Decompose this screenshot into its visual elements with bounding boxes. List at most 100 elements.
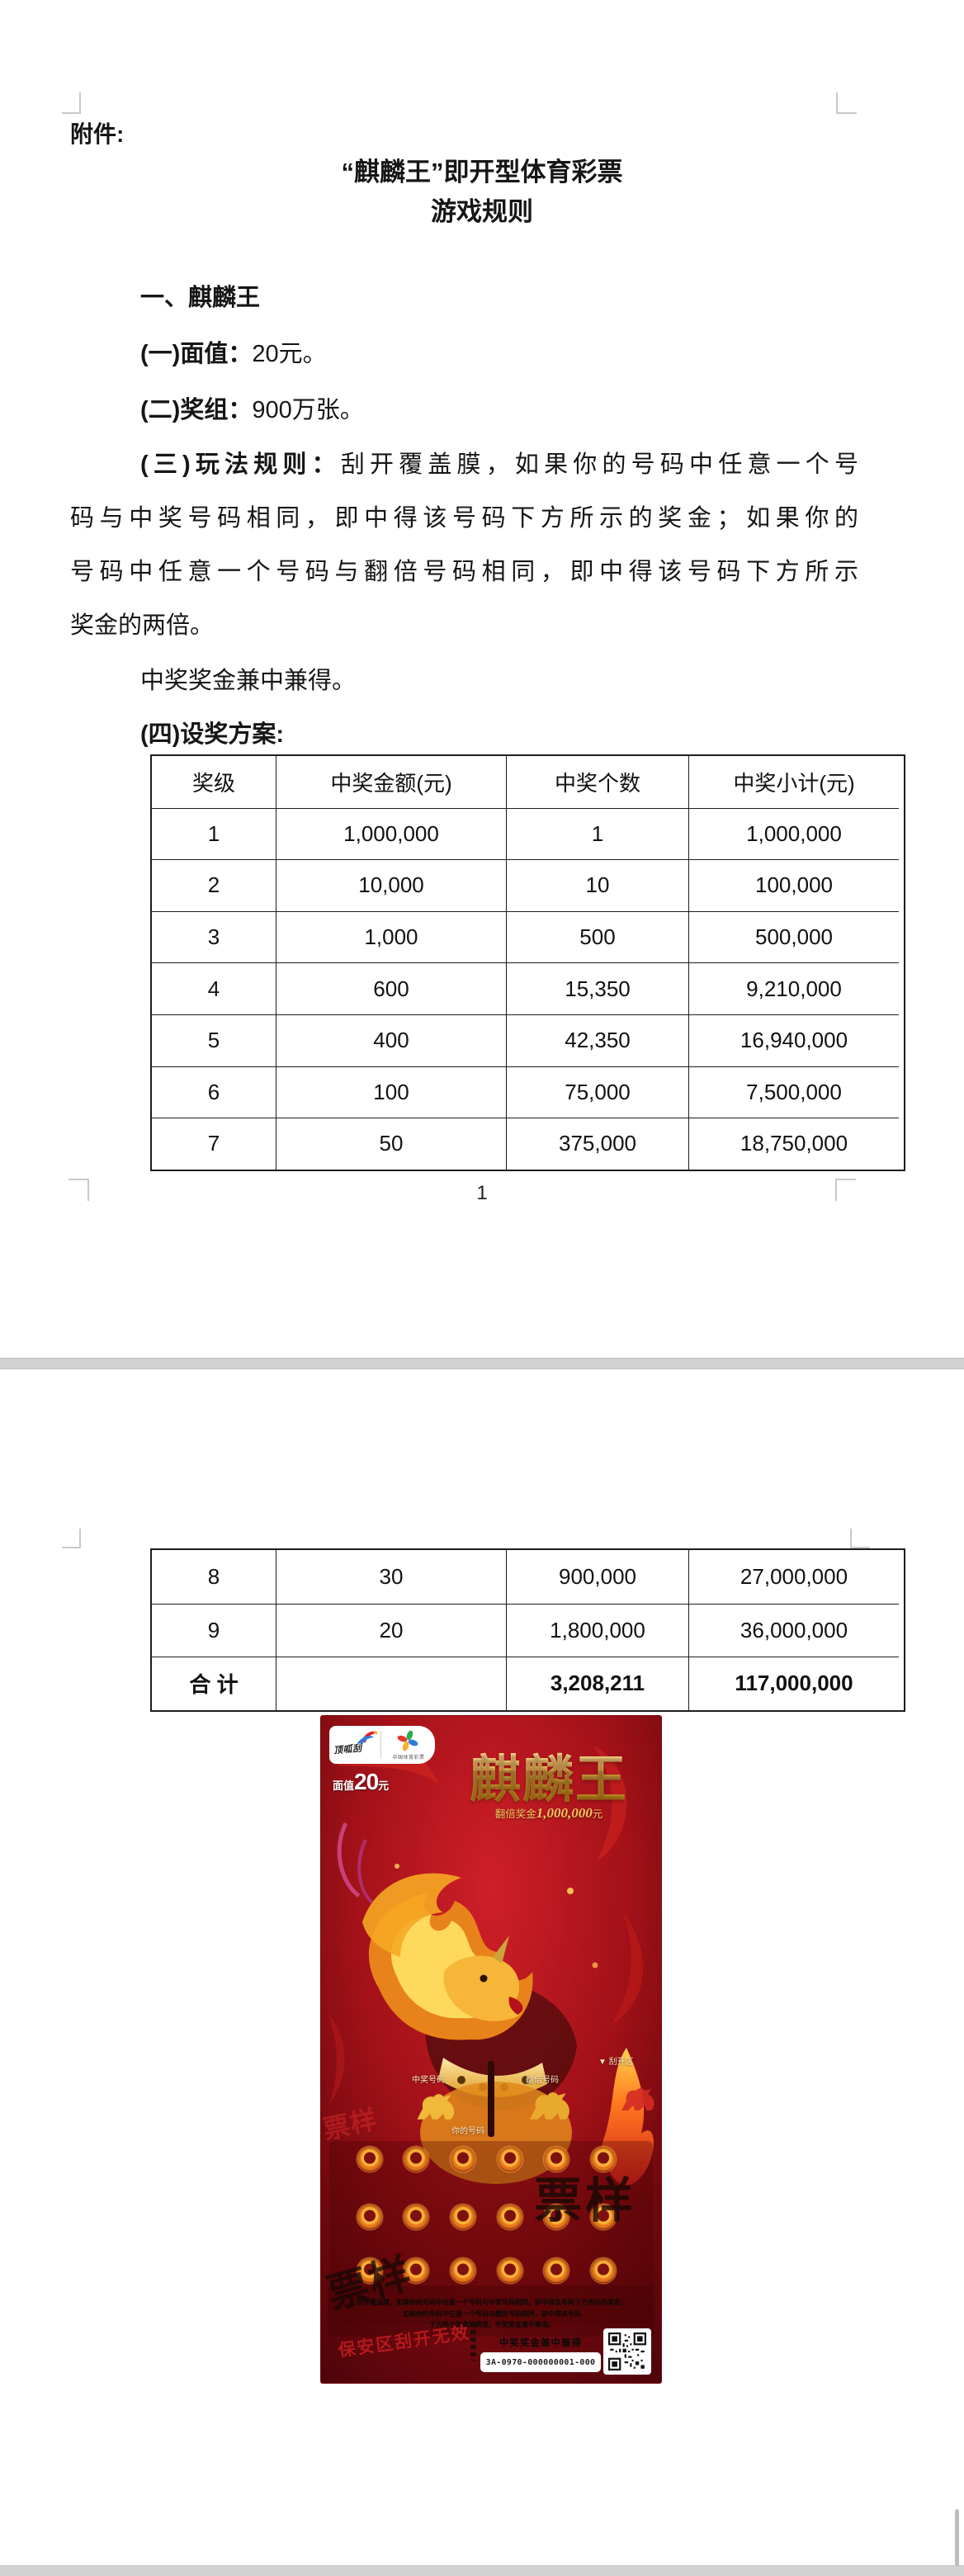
table-cell: 20 [276, 1603, 506, 1657]
table-total-count: 3,208,211 [506, 1657, 688, 1710]
brand-badge: 顶呱刮 中国体育彩票 [329, 1726, 435, 1764]
bottom-page-separator [0, 2565, 964, 2576]
crop-mark-top-right-h [836, 112, 857, 114]
crop-mark-top-right-v [836, 92, 838, 114]
table-cell: 42,350 [506, 1014, 688, 1066]
item-face-value: (一)面值：20元。 [140, 340, 327, 368]
coin-icon [498, 2205, 522, 2229]
table-cell: 4 [152, 962, 276, 1014]
coin-icon [544, 2147, 569, 2172]
crop-mark-p2-top-right-h [850, 1547, 870, 1548]
table-cell: 7,500,000 [688, 1066, 899, 1118]
table-cell: 16,940,000 [688, 1014, 899, 1066]
table-cell: 3 [152, 910, 276, 963]
coin-icon [451, 2258, 475, 2283]
table-cell: 30 [276, 1550, 506, 1604]
table-cell: 50 [276, 1118, 506, 1170]
table-cell: 1,000 [276, 910, 506, 963]
page-separator [0, 1358, 964, 1369]
table-total-amount: 117,000,000 [688, 1657, 899, 1710]
table-cell: 500,000 [688, 910, 899, 963]
table-cell: 18,750,000 [688, 1118, 899, 1170]
qr-code [603, 2328, 651, 2375]
table-cell: 1 [152, 807, 276, 860]
attachment-label: 附件: [70, 121, 125, 147]
table-cell: 1,800,000 [506, 1603, 688, 1657]
serial-number: 3A-0970-000000001-000 [480, 2352, 601, 2372]
table-cell: 2 [152, 859, 276, 911]
crop-mark-bottom-right-h [835, 1179, 856, 1180]
brand-dingguagua-label: 顶呱刮 [333, 1743, 363, 1756]
red-kirin-figurine-icon [621, 2088, 654, 2110]
coin-icon [357, 2258, 382, 2283]
table-cell: 1,000,000 [276, 807, 506, 860]
item-face-value-text: 20元。 [252, 341, 327, 367]
coin-icon [451, 2147, 475, 2172]
winning-numbers-label: 中奖号码 [412, 2076, 445, 2085]
table-cell: 9 [152, 1603, 276, 1657]
table-header-cell: 奖级 [191, 770, 235, 796]
table-cell: 500 [506, 910, 688, 963]
section-heading: 一、麒麟王 [140, 285, 261, 311]
table-cell: 375,000 [506, 1118, 688, 1170]
crop-mark-p2-top-left-h [62, 1547, 80, 1548]
table-cell: 6 [152, 1066, 276, 1118]
ticket-subtitle: 翻倍奖金1,000,000元 [494, 1805, 603, 1821]
double-numbers-label: 翻倍号码 [526, 2076, 559, 2085]
crop-mark-bottom-left-h [69, 1179, 89, 1180]
coin-icon [591, 2258, 616, 2283]
table-cell: 27,000,000 [688, 1550, 899, 1604]
table-cell: 7 [152, 1118, 276, 1170]
vertical-scrollbar-thumb[interactable] [955, 2509, 959, 2576]
item-face-value-label: (一)面值： [140, 341, 253, 367]
rules-label: (三)玩法规则： [140, 451, 341, 478]
table-header-cell: 中奖小计(元) [688, 756, 899, 808]
crop-mark-p2-top-right-v [850, 1529, 852, 1548]
table-cell: 36,000,000 [688, 1603, 899, 1657]
table-cell: 9,210,000 [688, 962, 899, 1014]
sample-watermark-dark: 票样 [534, 2174, 637, 2228]
paragraph-both-won: 中奖奖金兼中兼得。 [140, 668, 357, 694]
table-total-label: 合 计 [152, 1657, 276, 1710]
item-prize-group-text: 900万张。 [252, 397, 364, 423]
rules-paragraph-line2: 码与中奖号码相同，即中得该号码下方所示的奖金；如果你的 [70, 505, 858, 532]
vertical-micro-text [470, 2323, 476, 2361]
rules-paragraph-line4: 奖金的两倍。 [70, 612, 215, 639]
item-prize-plan-label: (四)设奖方案: [140, 721, 284, 748]
table-cell: 15,350 [506, 962, 688, 1014]
table-cell: 10,000 [276, 859, 506, 911]
coin-icon [544, 2258, 569, 2283]
crop-mark-top-left-v [79, 92, 81, 114]
table-cell: 900,000 [506, 1550, 688, 1604]
prize-table-page2: 8 30 900,000 27,000,000 9 20 1,800,000 3… [150, 1548, 905, 1712]
crop-mark-p2-top-left-v [79, 1529, 81, 1548]
coin-icon [451, 2205, 475, 2229]
page-number: 1 [476, 1182, 488, 1204]
both-won-note: 中奖奖金兼中兼得 [499, 2338, 582, 2348]
gold-kirin-figurine-icon [417, 2094, 455, 2120]
crop-mark-bottom-right-v [835, 1179, 837, 1201]
crop-mark-bottom-left-v [87, 1179, 89, 1201]
coin-icon [498, 2147, 522, 2172]
coin-icon [591, 2147, 616, 2172]
your-numbers-label: 你的号码 [451, 2127, 484, 2136]
table-cell: 75,000 [506, 1066, 688, 1118]
coin-icon [357, 2147, 382, 2172]
face-value: 面值20元 [333, 1769, 390, 1794]
rules-paragraph-line3: 号码中任意一个号码与翻倍号码相同，即中得该号码下方所示 [70, 559, 858, 585]
table-cell: 1,000,000 [688, 807, 899, 860]
item-prize-group-label: (二)奖组： [140, 397, 253, 423]
coin-icon [498, 2258, 522, 2283]
rules-paragraph-line1: (三)玩法规则：刮开覆盖膜，如果你的号码中任意一个号 [140, 451, 858, 478]
table-cell [276, 1657, 506, 1710]
table-cell: 100 [276, 1066, 506, 1118]
table-cell: 600 [276, 962, 506, 1014]
coin-icon [404, 2205, 428, 2229]
ticket-title: 麒麟王 [445, 1737, 653, 1812]
scratch-area-label: ▼ 刮开区 [598, 2058, 634, 2067]
qr-pattern [608, 2333, 646, 2370]
table-cell: 8 [207, 1563, 220, 1589]
document-title-line1: “麒麟王”即开型体育彩票 [341, 158, 623, 187]
coin-icon [544, 2205, 569, 2229]
